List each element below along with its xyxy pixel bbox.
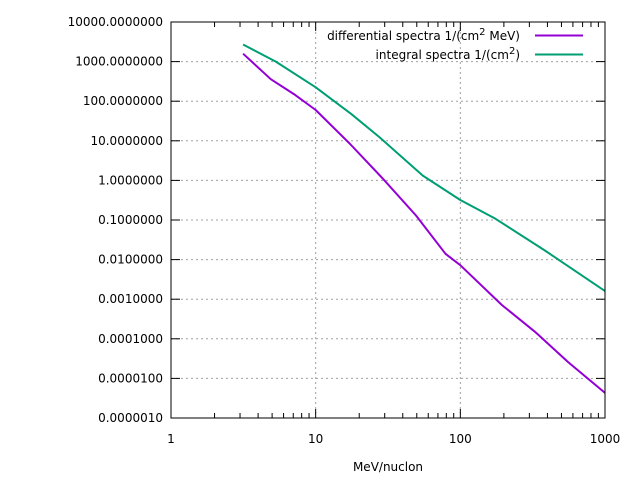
- y-tick-label: 0.0000100: [98, 371, 163, 385]
- y-tick-label: 0.0100000: [98, 253, 163, 267]
- y-tick-label: 10000.0000000: [68, 15, 163, 29]
- legend-label-integral: integral spectra 1/(cm2): [376, 46, 520, 62]
- y-tick-label: 0.0001000: [98, 332, 163, 346]
- x-tick-label: 100: [449, 432, 472, 446]
- y-tick-label: 100.0000000: [83, 94, 163, 108]
- x-tick-label: 10: [308, 432, 323, 446]
- series-lines: [242, 43, 606, 394]
- x-tick-label: 1: [167, 432, 175, 446]
- y-tick-label: 1000.0000000: [75, 55, 163, 69]
- legend: differential spectra 1/(cm2 MeV) integra…: [327, 27, 583, 62]
- y-tick-label: 0.0010000: [98, 292, 163, 306]
- y-tick-label: 0.1000000: [98, 213, 163, 227]
- legend-label-differential: differential spectra 1/(cm2 MeV): [327, 27, 520, 43]
- plot-border: [170, 21, 606, 419]
- x-axis-label: MeV/nuclon: [353, 460, 423, 474]
- series-line-integral: [242, 43, 606, 292]
- y-tick-label: 1.0000000: [98, 173, 163, 187]
- y-tick-label: 0.0000010: [98, 411, 163, 425]
- x-tick-label: 1000: [590, 432, 621, 446]
- y-tick-label: 10.0000000: [90, 134, 163, 148]
- grid: [171, 22, 605, 418]
- series-line-differential: [242, 52, 606, 394]
- axis-ticks: 1 10 100 1000 10000.0000000 1000.0000000 100.0…: [68, 15, 621, 446]
